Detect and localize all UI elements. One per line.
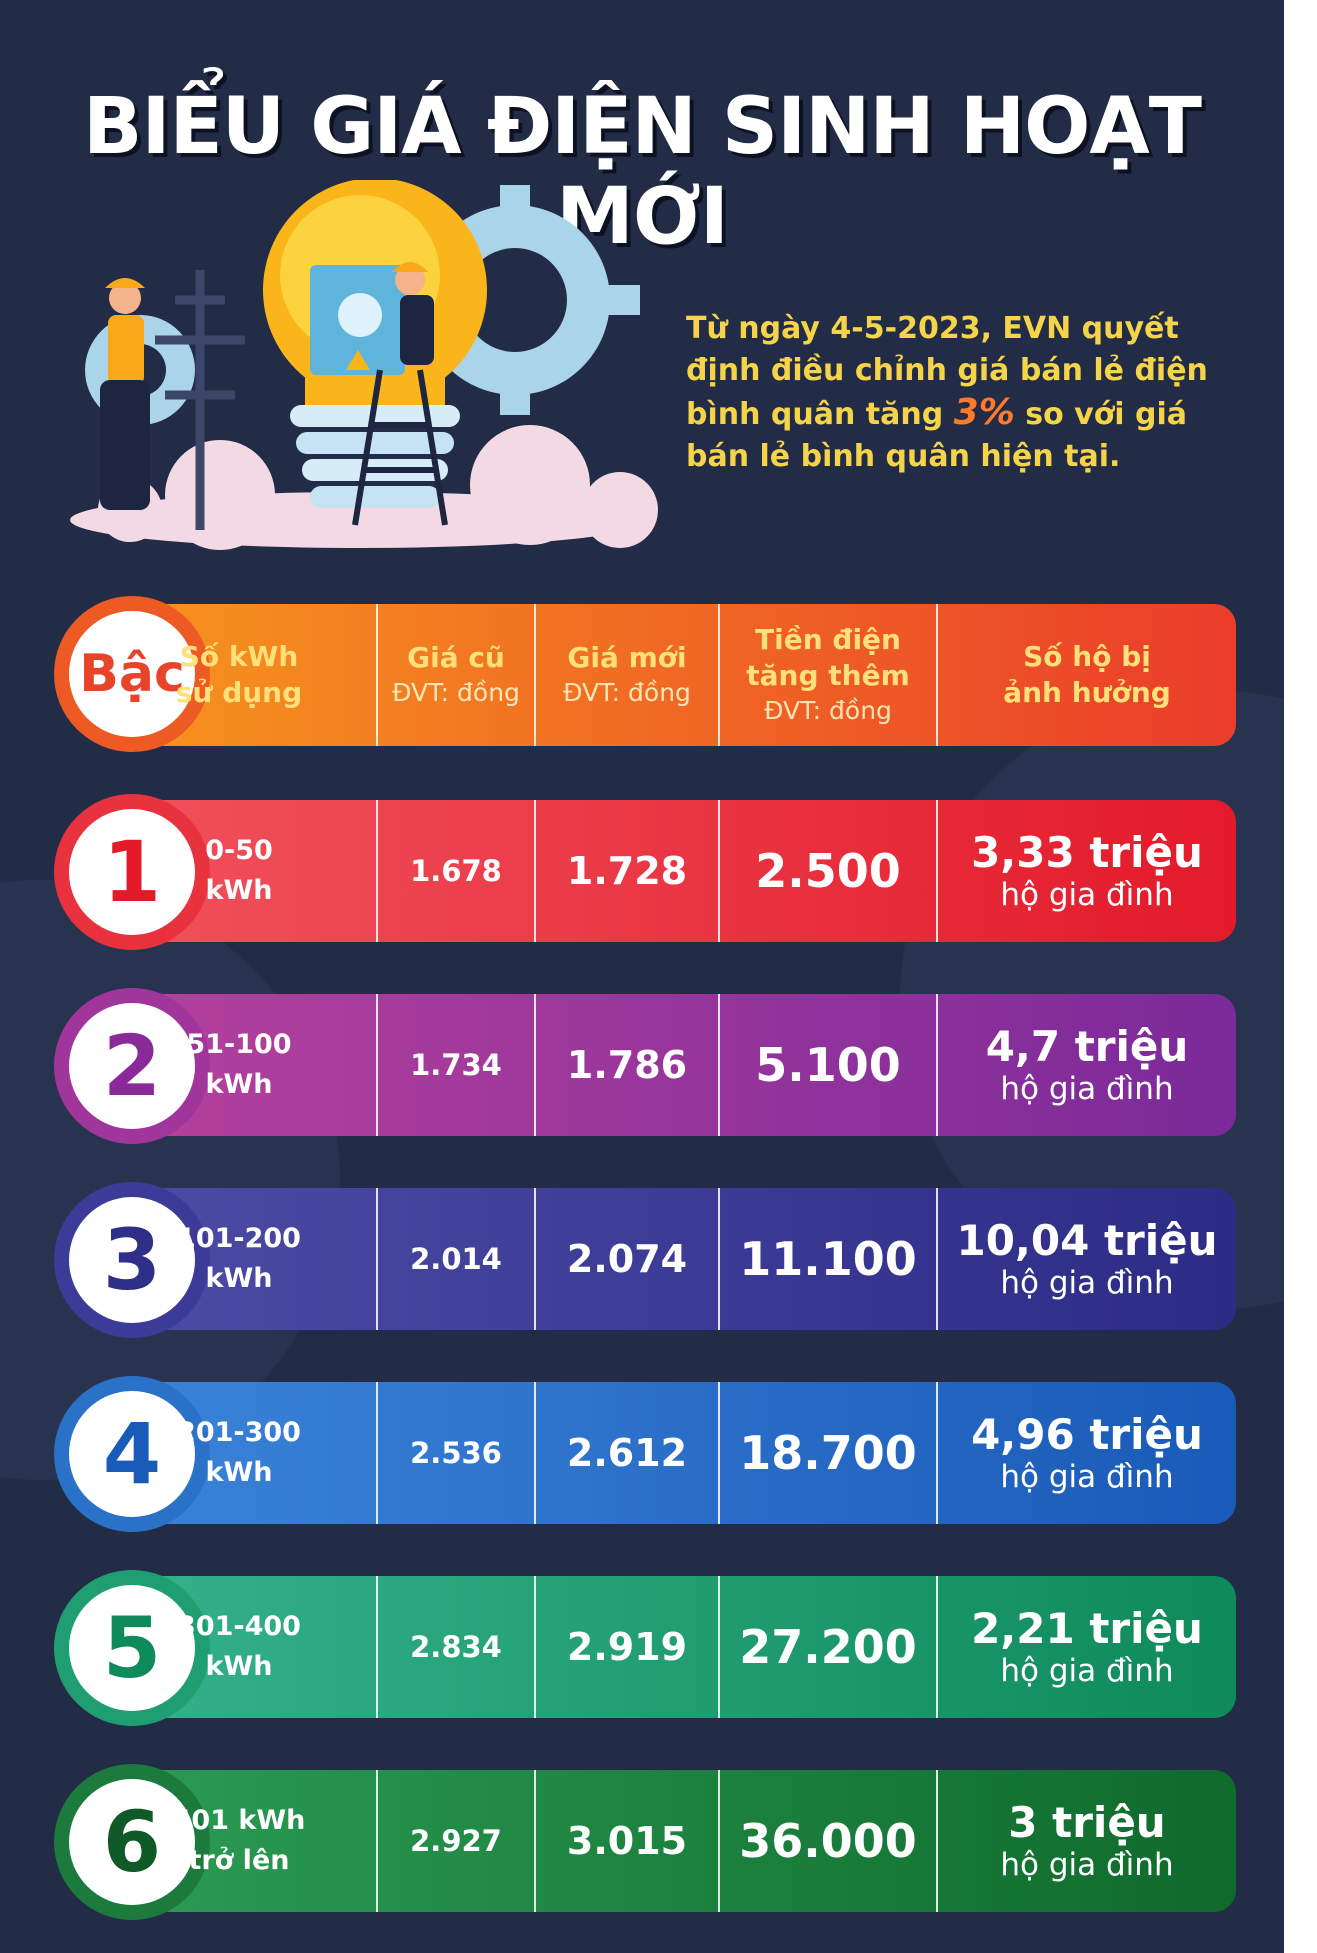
intro-paragraph: Từ ngày 4-5-2023, EVN quyết định điều ch… xyxy=(686,308,1246,478)
old-price: 2.927 xyxy=(376,1770,534,1912)
tier-number: 3 xyxy=(69,1197,195,1323)
tier-number: 1 xyxy=(69,809,195,935)
price-increase: 2.500 xyxy=(718,800,936,942)
new-price: 2.919 xyxy=(534,1576,718,1718)
header-bar xyxy=(144,604,1236,746)
new-price: 3.015 xyxy=(534,1770,718,1912)
tier-badge: 3 xyxy=(54,1182,210,1338)
tier-bar xyxy=(144,1576,1236,1718)
tier-bar xyxy=(144,1382,1236,1524)
old-price: 2.014 xyxy=(376,1188,534,1330)
header-increase: Tiền điện tăng thêm ĐVT: đồng xyxy=(718,604,936,746)
tier-number: 5 xyxy=(69,1585,195,1711)
header-new-price: Giá mới ĐVT: đồng xyxy=(534,604,718,746)
tier-row-3: 3 101-200 kWh 2.014 2.074 11.100 10,04 t… xyxy=(54,1182,1236,1338)
intro-text: so với giá bán lẻ bình quân hiện tại. xyxy=(686,397,1188,474)
kwh-range: 201-300 kWh xyxy=(177,1417,301,1488)
affected-households: 3 triệu hộ gia đình xyxy=(936,1770,1236,1912)
affected-households: 4,7 triệu hộ gia đình xyxy=(936,994,1236,1136)
affected-households: 3,33 triệu hộ gia đình xyxy=(936,800,1236,942)
worker-icon xyxy=(392,262,434,365)
header-badge: Bậc xyxy=(54,596,210,752)
kwh-range: 51-100 kWh xyxy=(186,1029,292,1100)
tier-bar xyxy=(144,994,1236,1136)
kwh-range: 301-400 kWh xyxy=(177,1611,301,1682)
price-increase: 5.100 xyxy=(718,994,936,1136)
price-increase: 36.000 xyxy=(718,1770,936,1912)
intro-highlight-percent: 3% xyxy=(953,392,1015,433)
tier-number: 4 xyxy=(69,1391,195,1517)
tier-badge: 5 xyxy=(54,1570,210,1726)
electricity-workers-illustration xyxy=(70,180,658,550)
old-price: 2.834 xyxy=(376,1576,534,1718)
affected-households: 10,04 triệu hộ gia đình xyxy=(936,1188,1236,1330)
price-increase: 11.100 xyxy=(718,1188,936,1330)
old-price: 2.536 xyxy=(376,1382,534,1524)
new-price: 1.786 xyxy=(534,994,718,1136)
new-price: 2.074 xyxy=(534,1188,718,1330)
kwh-range: 0-50 kWh xyxy=(205,835,273,906)
intro-text: Từ ngày 4-5-2023, EVN quyết định điều ch… xyxy=(686,311,1208,432)
new-price: 2.612 xyxy=(534,1382,718,1524)
old-price: 1.678 xyxy=(376,800,534,942)
tier-badge: 2 xyxy=(54,988,210,1144)
tier-row-2: 2 51-100 kWh 1.734 1.786 5.100 4,7 triệu… xyxy=(54,988,1236,1144)
table-header: Bậc Số kWh sử dụng Giá cũ ĐVT: đồng Giá … xyxy=(54,596,1236,752)
tier-row-5: 5 301-400 kWh 2.834 2.919 27.200 2,21 tr… xyxy=(54,1570,1236,1726)
header-households: Số hộ bị ảnh hưởng xyxy=(936,604,1236,746)
tier-bar xyxy=(144,1770,1236,1912)
infographic-poster: BIỂU GIÁ ĐIỆN SINH HOẠT MỚI xyxy=(0,0,1284,1953)
header-kwh: Số kWh sử dụng xyxy=(175,640,303,709)
header-old-price: Giá cũ ĐVT: đồng xyxy=(376,604,534,746)
price-increase: 18.700 xyxy=(718,1382,936,1524)
cloud-icon xyxy=(70,425,658,550)
tier-badge: 4 xyxy=(54,1376,210,1532)
header-tier-label: Bậc xyxy=(69,611,195,737)
tier-badge: 1 xyxy=(54,794,210,950)
ladder-icon xyxy=(352,369,448,526)
tier-number: 6 xyxy=(69,1779,195,1905)
tier-row-6: 6 401 kWh trở lên 2.927 3.015 36.000 3 t… xyxy=(54,1764,1236,1920)
tier-row-4: 4 201-300 kWh 2.536 2.612 18.700 4,96 tr… xyxy=(54,1376,1236,1532)
electrical-box-icon xyxy=(310,265,405,375)
tier-badge: 6 xyxy=(54,1764,210,1920)
worker-icon xyxy=(100,278,150,510)
price-increase: 27.200 xyxy=(718,1576,936,1718)
tier-row-1: 1 0-50 kWh 1.678 1.728 2.500 3,33 triệu … xyxy=(54,794,1236,950)
new-price: 1.728 xyxy=(534,800,718,942)
tier-number: 2 xyxy=(69,1003,195,1129)
tier-bar xyxy=(144,800,1236,942)
power-pylon-icon xyxy=(155,270,245,530)
kwh-range: 401 kWh trở lên xyxy=(172,1805,306,1876)
tier-bar xyxy=(144,1188,1236,1330)
old-price: 1.734 xyxy=(376,994,534,1136)
affected-households: 4,96 triệu hộ gia đình xyxy=(936,1382,1236,1524)
affected-households: 2,21 triệu hộ gia đình xyxy=(936,1576,1236,1718)
kwh-range: 101-200 kWh xyxy=(177,1223,301,1294)
